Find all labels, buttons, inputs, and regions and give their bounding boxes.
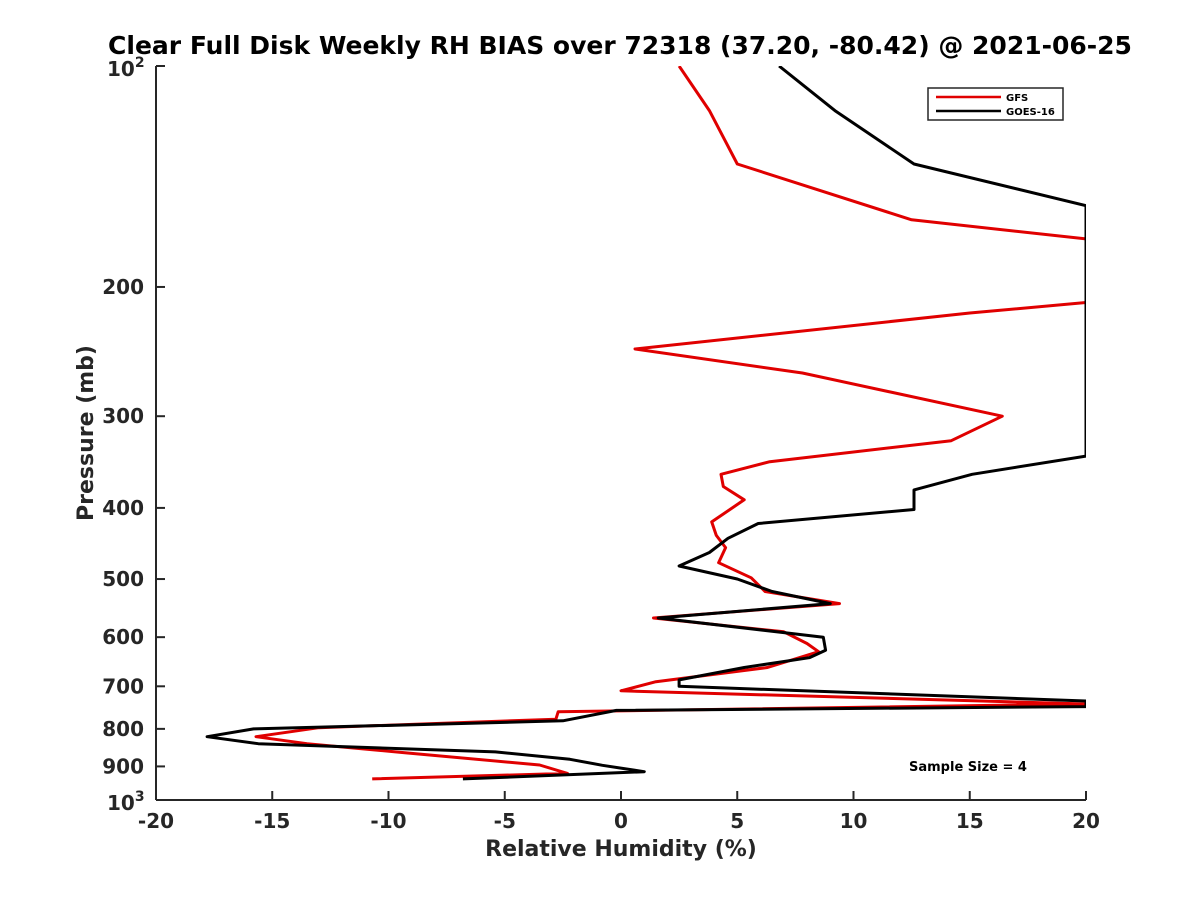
y-tick-label: 800 <box>102 717 144 741</box>
y-tick-label: 900 <box>102 754 144 778</box>
y-axis-label: Pressure (mb) <box>74 345 99 521</box>
series-layer <box>205 66 1086 781</box>
y-tick-label: 300 <box>102 404 144 428</box>
x-ticks: -20 -15 -10 -5 0 5 10 15 20 <box>138 791 1100 833</box>
legend: GFS GOES-16 <box>927 87 1064 121</box>
legend-label-goes16: GOES-16 <box>1006 107 1055 118</box>
x-tick-label: 5 <box>730 809 744 833</box>
y-tick-label: 400 <box>102 496 144 520</box>
y-tick-label: 700 <box>102 674 144 698</box>
y-ticks: 102 200 300 400 500 600 700 800 900 103 <box>102 55 165 815</box>
legend-label-gfs: GFS <box>1006 93 1028 104</box>
x-tick-label: 20 <box>1072 809 1100 833</box>
y-tick-label: 200 <box>102 275 144 299</box>
y-tick-label: 102 <box>107 55 145 81</box>
legend-box <box>927 87 1064 121</box>
chart-title: Clear Full Disk Weekly RH BIAS over 7231… <box>108 31 1132 60</box>
x-tick-label: -15 <box>254 809 290 833</box>
plot-area <box>156 66 1086 800</box>
y-tick-label: 600 <box>102 625 144 649</box>
series-line-goes16 <box>205 66 1086 781</box>
x-tick-label: -10 <box>370 809 406 833</box>
sample-size-annotation: Sample Size = 4 <box>909 760 1027 775</box>
y-tick-label: 103 <box>107 789 145 815</box>
x-tick-label: 10 <box>840 809 868 833</box>
x-tick-label: 0 <box>614 809 628 833</box>
x-tick-label: -5 <box>494 809 516 833</box>
x-tick-label: -20 <box>138 809 174 833</box>
x-tick-label: 15 <box>956 809 984 833</box>
x-axis-label: Relative Humidity (%) <box>485 837 757 862</box>
y-tick-label: 500 <box>102 567 144 591</box>
